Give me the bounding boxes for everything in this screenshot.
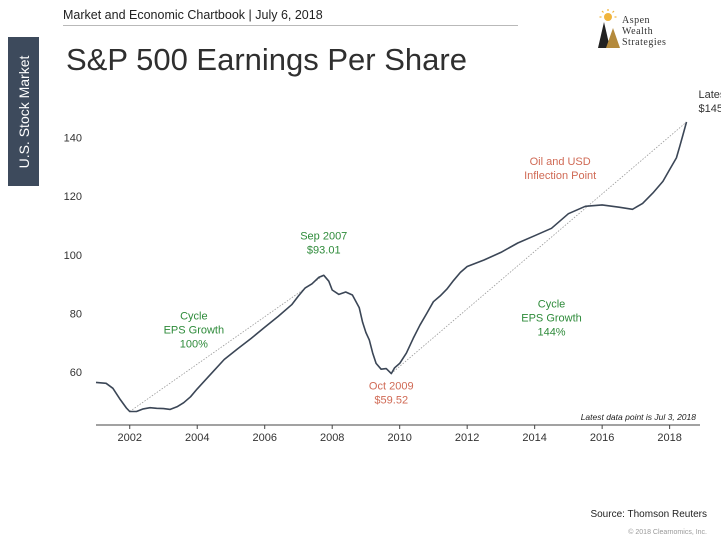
page-title: S&P 500 Earnings Per Share — [66, 42, 467, 77]
y-tick-label: 140 — [64, 132, 82, 144]
x-tick-label: 2002 — [118, 432, 142, 444]
annotation-label: 144% — [537, 327, 565, 339]
chartbook-date: July 6, 2018 — [255, 8, 323, 22]
x-tick-label: 2008 — [320, 432, 344, 444]
annotation-label: Inflection Point — [524, 170, 596, 182]
y-tick-label: 100 — [64, 250, 82, 262]
x-tick-label: 2010 — [387, 432, 411, 444]
annotation-label: Oct 2009 — [369, 381, 414, 393]
chartbook-title: Market and Economic Chartbook — [63, 8, 246, 22]
annotation-label: $145.22 — [699, 103, 721, 115]
annotation-label: Sep 2007 — [300, 230, 347, 242]
company-logo: Aspen Wealth Strategies — [594, 8, 714, 56]
pine-trees-sun-icon — [598, 9, 620, 48]
x-tick-label: 2006 — [252, 432, 276, 444]
y-tick-label: 120 — [64, 191, 82, 203]
section-tab: U.S. Stock Market — [8, 37, 39, 186]
logo-line-2: Wealth — [622, 26, 654, 37]
annotation-label: $93.01 — [307, 244, 341, 256]
annotation-label: EPS Growth — [164, 324, 225, 336]
annotation-label: 100% — [180, 338, 208, 350]
y-tick-label: 60 — [70, 367, 82, 379]
eps-series-line — [95, 121, 688, 413]
x-tick-label: 2012 — [455, 432, 479, 444]
x-tick-label: 2004 — [185, 432, 209, 444]
annotation-label: Cycle — [180, 310, 208, 322]
annotation-label: Latest — [699, 89, 721, 101]
chartbook-header: Market and Economic Chartbook | July 6, … — [63, 8, 323, 22]
x-tick-label: 2014 — [522, 432, 546, 444]
annotation-label: Cycle — [538, 299, 566, 311]
y-tick-label: 80 — [70, 308, 82, 320]
header-divider — [63, 25, 518, 26]
source-note: Source: Thomson Reuters — [590, 509, 707, 520]
header-separator: | — [248, 8, 252, 22]
logo-wordmark: Aspen Wealth Strategies — [622, 15, 666, 48]
latest-data-note: Latest data point is Jul 3, 2018 — [581, 412, 697, 422]
annotation-label: EPS Growth — [521, 313, 582, 325]
x-tick-label: 2016 — [590, 432, 614, 444]
annotation-label: $59.52 — [374, 395, 408, 407]
logo-line-1: Aspen — [622, 15, 651, 26]
x-tick-label: 2018 — [657, 432, 681, 444]
copyright-note: © 2018 Clearnomics, Inc. — [628, 529, 707, 536]
trend-line-1 — [129, 274, 324, 412]
annotation-label: Oil and USD — [530, 156, 591, 168]
logo-line-3: Strategies — [622, 37, 667, 48]
